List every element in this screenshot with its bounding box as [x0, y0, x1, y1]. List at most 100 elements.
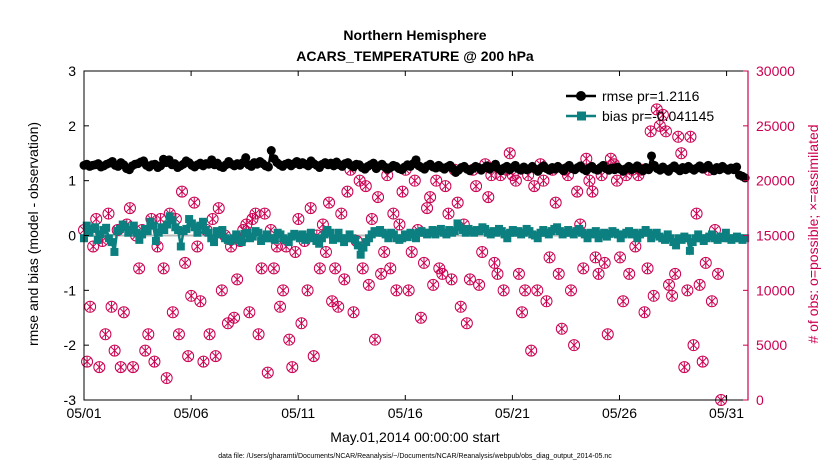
obs-assimilated-marker: [187, 290, 196, 301]
bias-point: [110, 247, 119, 256]
obs-assimilated-marker: [686, 131, 695, 142]
obs-assimilated-marker: [698, 356, 707, 367]
obs-assimilated-marker: [616, 252, 624, 263]
bias-point: [232, 230, 241, 239]
obs-possible-marker: [378, 245, 391, 258]
y-left-tick-label: 2: [68, 118, 76, 134]
obs-assimilated-marker: [677, 148, 686, 159]
obs-possible-marker: [332, 300, 345, 313]
obs-possible-marker: [160, 372, 173, 385]
obs-possible-marker: [470, 180, 483, 193]
obs-possible-marker: [460, 317, 473, 330]
obs-assimilated-marker: [374, 192, 382, 203]
chart-title-line2: ACARS_TEMPERATURE @ 200 hPa: [296, 48, 534, 64]
bias-point: [93, 235, 102, 244]
obs-possible-marker: [436, 267, 449, 280]
obs-possible-marker: [105, 300, 118, 313]
obs-possible-marker: [375, 267, 388, 280]
obs-assimilated-marker: [499, 285, 508, 296]
obs-assimilated-marker: [349, 307, 358, 318]
obs-assimilated-marker: [95, 362, 104, 373]
obs-assimilated-marker: [386, 263, 395, 274]
obs-possible-marker: [243, 306, 256, 319]
x-tick-label: 05/06: [174, 405, 209, 421]
x-tick-label: 05/31: [709, 405, 744, 421]
obs-assimilated-marker: [668, 290, 677, 301]
obs-possible-marker: [347, 306, 360, 319]
obs-assimilated-marker: [462, 318, 471, 329]
obs-possible-marker: [277, 284, 290, 297]
obs-assimilated-marker: [162, 373, 171, 384]
obs-assimilated-marker: [511, 175, 520, 186]
obs-possible-marker: [127, 361, 140, 374]
obs-possible-marker: [663, 278, 676, 291]
bias-point: [661, 235, 669, 244]
obs-assimilated-marker: [129, 362, 137, 373]
obs-assimilated-marker: [683, 285, 692, 296]
obs-assimilated-marker: [86, 301, 95, 312]
obs-assimilated-marker: [184, 351, 193, 362]
obs-assimilated-marker: [465, 274, 474, 285]
obs-assimilated-marker: [484, 192, 493, 203]
obs-possible-marker: [362, 278, 375, 291]
obs-assimilated-marker: [211, 351, 220, 362]
obs-assimilated-marker: [156, 214, 165, 225]
obs-possible-marker: [329, 262, 342, 275]
bias-point: [306, 228, 315, 237]
obs-assimilated-marker: [665, 279, 673, 290]
obs-possible-marker: [123, 202, 136, 215]
obs-assimilated-marker: [89, 241, 98, 252]
bias-point: [583, 234, 592, 243]
bias-point: [533, 234, 542, 243]
obs-assimilated-marker: [438, 268, 447, 279]
obs-assimilated-marker: [371, 334, 379, 345]
obs-possible-marker: [185, 289, 198, 302]
obs-assimilated-marker: [389, 208, 398, 219]
obs-possible-marker: [583, 174, 596, 187]
bias-point: [320, 230, 329, 239]
bias-point: [304, 233, 313, 242]
obs-possible-marker: [261, 366, 274, 379]
obs-possible-marker: [656, 108, 669, 121]
obs-possible-marker: [491, 267, 504, 280]
obs-possible-marker: [408, 174, 421, 187]
obs-possible-marker: [617, 295, 630, 308]
obs-assimilated-marker: [159, 263, 168, 274]
bias-point: [127, 226, 136, 235]
y-right-tick-label: 0: [756, 392, 764, 408]
obs-assimilated-marker: [444, 208, 453, 219]
obs-possible-marker: [442, 207, 455, 220]
obs-possible-marker: [525, 344, 538, 357]
obs-assimilated-marker: [475, 279, 484, 290]
obs-assimilated-marker: [432, 175, 441, 186]
obs-assimilated-marker: [144, 329, 153, 340]
obs-possible-marker: [252, 328, 265, 341]
obs-assimilated-marker: [447, 274, 456, 285]
bias-point: [151, 236, 160, 245]
obs-possible-marker: [393, 218, 406, 231]
obs-possible-marker: [81, 355, 94, 368]
obs-assimilated-marker: [380, 246, 389, 257]
obs-assimilated-marker: [404, 285, 413, 296]
obs-possible-marker: [212, 202, 225, 215]
obs-assimilated-marker: [104, 208, 113, 219]
obs-assimilated-marker: [135, 263, 144, 274]
rmse-point: [266, 146, 276, 156]
obs-assimilated-marker: [328, 296, 337, 307]
obs-possible-marker: [647, 289, 660, 302]
rmse-point: [732, 162, 742, 172]
legend-bias-marker: [577, 111, 586, 121]
bias-point: [96, 230, 105, 239]
obs-possible-marker: [372, 191, 385, 204]
bias-point: [182, 224, 191, 233]
obs-possible-marker: [313, 262, 326, 275]
obs-assimilated-marker: [646, 126, 655, 137]
obs-possible-marker: [142, 328, 155, 341]
obs-possible-marker: [249, 207, 262, 220]
obs-possible-marker: [497, 284, 510, 297]
obs-assimilated-marker: [539, 175, 548, 186]
obs-possible-marker: [166, 306, 179, 319]
obs-possible-marker: [473, 278, 486, 291]
obs-assimilated-marker: [551, 197, 560, 208]
obs-assimilated-marker: [340, 274, 349, 285]
